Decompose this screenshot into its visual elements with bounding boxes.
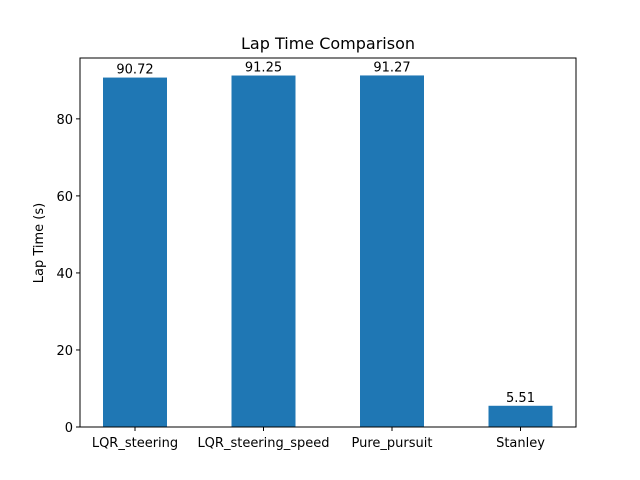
y-tick-label: 0 bbox=[65, 421, 73, 436]
y-tick-label: 80 bbox=[56, 113, 73, 128]
plot-area: 90.72 LQR_steering 91.25 LQR_steering_speed… bbox=[56, 57, 577, 451]
data-label-pure-pursuit: 91.27 bbox=[373, 60, 410, 75]
y-axis-label: Lap Time (s) bbox=[32, 203, 47, 283]
x-tick-label-lqr-steering: LQR_steering bbox=[92, 436, 178, 451]
data-label-lqr-steering-speed: 91.25 bbox=[245, 61, 282, 76]
x-tick-label-lqr-steering-speed: LQR_steering_speed bbox=[197, 436, 329, 451]
x-tick-label-pure-pursuit: Pure_pursuit bbox=[352, 436, 433, 451]
chart-title: Lap Time Comparison bbox=[241, 34, 415, 53]
y-tick-label: 40 bbox=[56, 267, 73, 282]
bar-stanley bbox=[488, 405, 553, 427]
bar-pure-pursuit bbox=[360, 75, 424, 427]
y-tick-label: 60 bbox=[56, 190, 73, 205]
plot-frame bbox=[79, 57, 577, 428]
y-tick-label: 20 bbox=[56, 344, 73, 359]
data-label-stanley: 5.51 bbox=[506, 391, 535, 406]
x-tick-label-stanley: Stanley bbox=[496, 436, 545, 451]
data-label-lqr-steering: 90.72 bbox=[116, 63, 153, 78]
bar-lqr-steering-speed bbox=[231, 75, 296, 427]
bar-lqr-steering bbox=[103, 77, 167, 427]
